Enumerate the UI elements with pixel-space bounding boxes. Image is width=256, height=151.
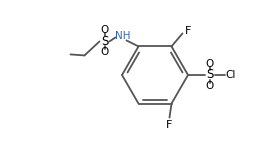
Text: NH: NH bbox=[115, 31, 130, 41]
Text: F: F bbox=[185, 26, 192, 36]
Text: F: F bbox=[166, 120, 173, 130]
Text: O: O bbox=[206, 81, 214, 91]
Text: O: O bbox=[100, 25, 109, 35]
Text: O: O bbox=[206, 59, 214, 69]
Text: Cl: Cl bbox=[226, 70, 236, 80]
Text: S: S bbox=[206, 69, 214, 82]
Text: O: O bbox=[100, 47, 109, 57]
Text: S: S bbox=[101, 35, 108, 48]
